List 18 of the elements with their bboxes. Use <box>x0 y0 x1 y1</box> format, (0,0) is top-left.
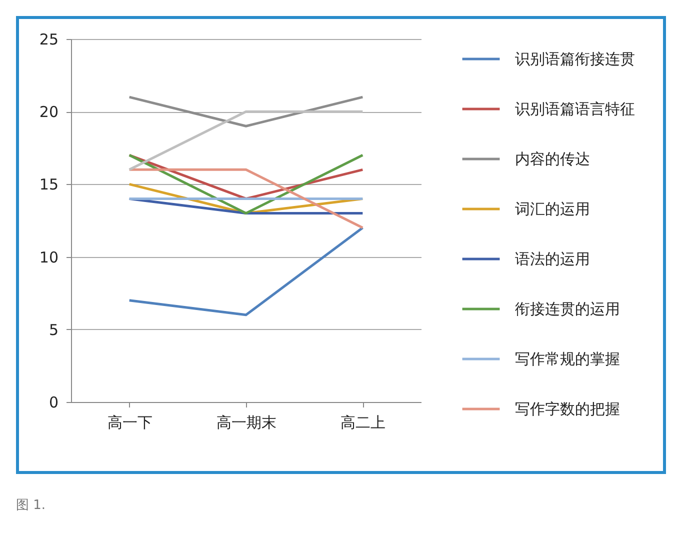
y-tick-label: 5 <box>48 320 58 339</box>
legend-label: 写作常规的掌握 <box>515 350 620 368</box>
y-tick-label: 10 <box>39 248 58 266</box>
y-tick-label: 25 <box>39 30 58 48</box>
legend-label: 语法的运用 <box>515 250 590 268</box>
x-tick-label: 高二上 <box>340 414 386 432</box>
legend-label: 写作字数的把握 <box>515 400 620 418</box>
legend-label: 内容的传达 <box>515 150 590 168</box>
caption: 图 1. <box>16 497 46 514</box>
legend-label: 衔接连贯的运用 <box>515 300 620 318</box>
legend-label: 识别语篇衔接连贯 <box>515 50 635 68</box>
y-tick-label: 15 <box>39 176 58 194</box>
x-tick-label: 高一下 <box>107 414 152 432</box>
y-tick-label: 0 <box>48 394 58 412</box>
y-tick-label: 20 <box>39 103 58 122</box>
legend-label: 词汇的运用 <box>515 200 590 218</box>
x-tick-label: 高一期末 <box>216 414 276 432</box>
legend-label: 识别语篇语言特征 <box>515 100 635 118</box>
